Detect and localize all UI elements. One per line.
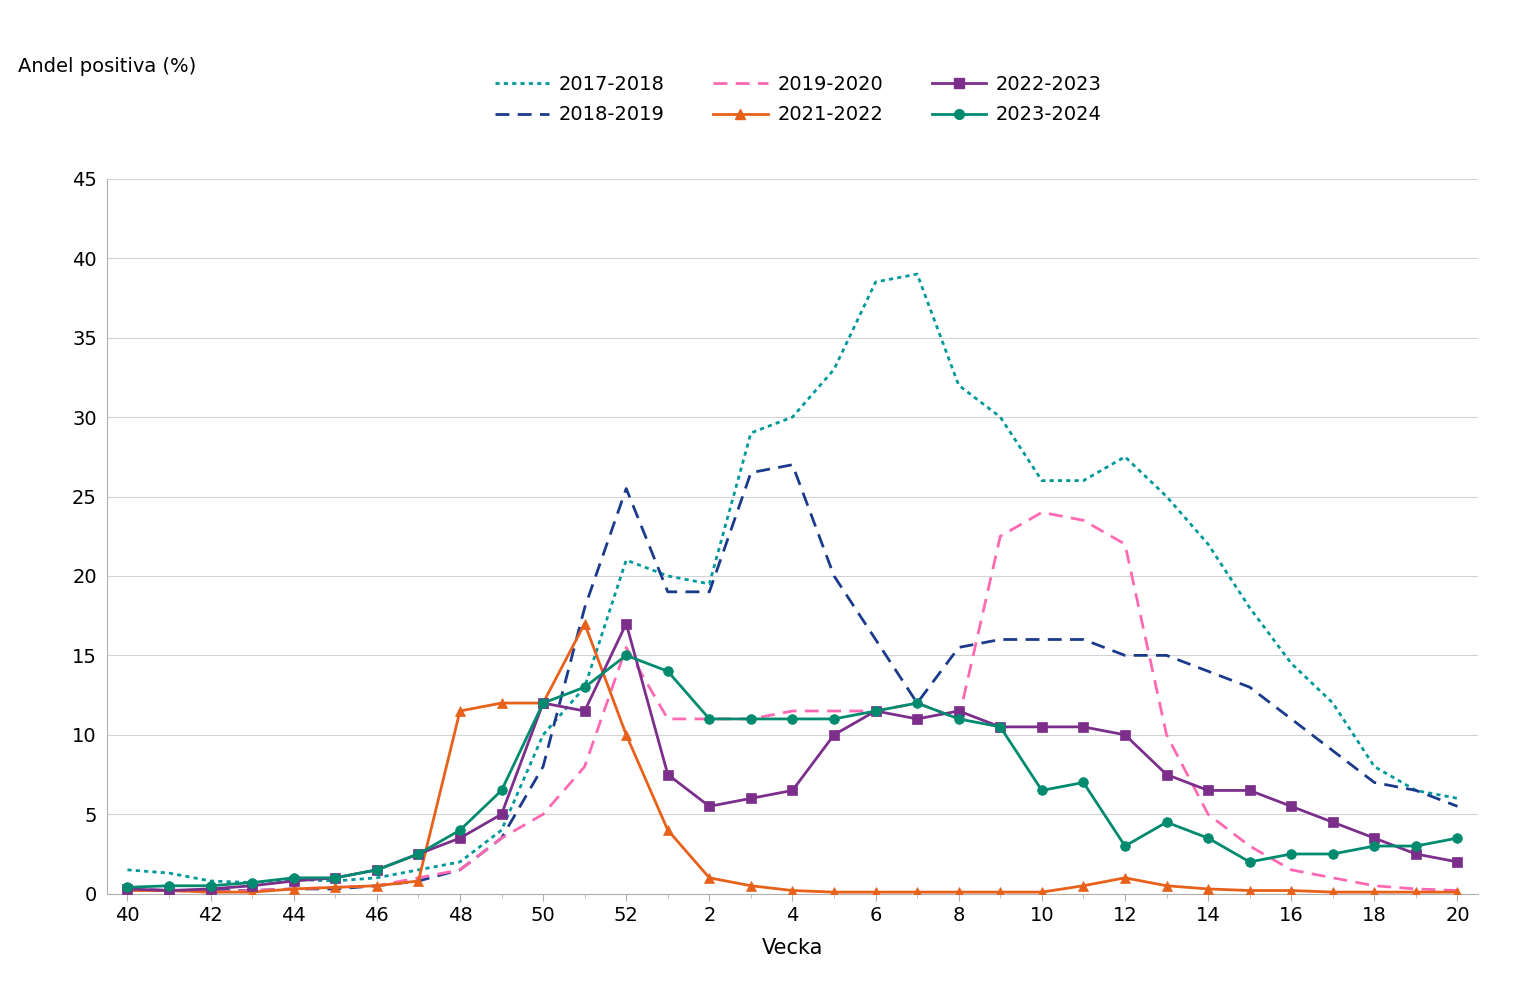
- Text: Andel positiva (%): Andel positiva (%): [18, 58, 195, 76]
- X-axis label: Vecka: Vecka: [762, 938, 823, 958]
- Legend: 2017-2018, 2018-2019, 2019-2020, 2021-2022, 2022-2023, 2023-2024: 2017-2018, 2018-2019, 2019-2020, 2021-20…: [486, 67, 1109, 132]
